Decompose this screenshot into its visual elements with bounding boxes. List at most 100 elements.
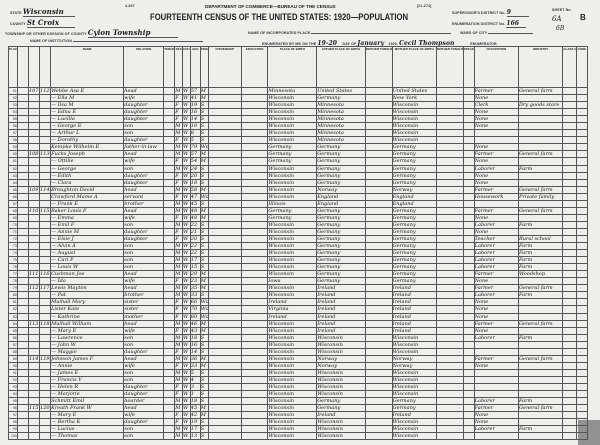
father-birthplace: Ireland	[316, 284, 366, 293]
father-birthplace: Germany	[316, 171, 366, 180]
occupation: None	[473, 213, 520, 222]
birthplace: Minnesota	[267, 86, 318, 96]
father-tongue	[364, 115, 393, 124]
mother-tongue	[435, 277, 464, 286]
marital-status: Wd	[199, 143, 209, 152]
table-row: 95 Schmitt Emil boarder M W 18 S Wisconsin Germa…	[8, 397, 589, 406]
speaks-english	[462, 227, 475, 236]
column-header: RELATION	[123, 46, 165, 88]
family-number: 117	[39, 284, 52, 293]
education	[240, 150, 269, 159]
sex: M	[174, 129, 184, 138]
column-header: SPEAK ENGLISH	[462, 46, 475, 88]
street	[16, 375, 29, 384]
relation: boarder	[123, 397, 165, 406]
relation: wife	[123, 277, 165, 286]
citizenship	[207, 249, 242, 258]
speaks-english	[462, 185, 475, 194]
tenure	[163, 270, 176, 279]
father-birthplace: Germany	[316, 150, 366, 159]
street	[16, 185, 29, 194]
column-header: SEX	[174, 46, 184, 88]
marital-status: S	[199, 115, 209, 124]
education	[240, 94, 269, 103]
institution-label: NAME OF INSTITUTION	[30, 38, 204, 43]
tenure	[163, 312, 176, 321]
street	[16, 291, 29, 300]
father-birthplace: Wisconsin	[316, 340, 366, 349]
race: W	[182, 86, 191, 96]
mother-tongue	[435, 206, 464, 215]
table-row: 94— Marjorie daughter F W 1 S Wisconsin Wiscons…	[8, 390, 589, 399]
age: 45	[189, 404, 201, 413]
age: 5	[189, 368, 201, 377]
sex: M	[174, 319, 184, 328]
race: W	[182, 418, 191, 427]
dwelling-number	[27, 312, 41, 321]
line-number: 70	[8, 220, 18, 229]
marital-status: S	[199, 418, 209, 427]
birthplace: Wisconsin	[267, 171, 318, 180]
person-name: — Mary E	[50, 326, 125, 335]
occupation: Laborer	[473, 242, 520, 251]
marital-status: M	[199, 94, 209, 103]
mother-birthplace: Wisconsin	[391, 375, 437, 384]
sex: M	[174, 122, 184, 131]
race: W	[182, 206, 191, 215]
father-birthplace: Wisconsin	[316, 382, 366, 392]
tenure	[163, 291, 176, 300]
birthplace: Illinois	[267, 199, 318, 208]
mother-birthplace: Germany	[391, 143, 437, 152]
code	[575, 185, 589, 194]
class-of-worker	[562, 227, 577, 236]
family-number	[39, 242, 52, 251]
sex: F	[174, 192, 184, 201]
industry	[517, 368, 564, 377]
age: 4	[189, 375, 201, 384]
education	[240, 368, 269, 377]
speaks-english	[462, 256, 475, 265]
relation: son	[123, 249, 165, 258]
class-of-worker	[562, 143, 577, 152]
father-birthplace: Germany	[316, 143, 366, 152]
occupation	[473, 347, 520, 356]
father-birthplace: Wisconsin	[316, 333, 366, 342]
mother-tongue	[435, 227, 464, 236]
age: 66	[189, 298, 201, 307]
tenure	[163, 143, 176, 152]
citizenship	[207, 242, 242, 251]
father-birthplace: Ireland	[316, 305, 366, 314]
age: 33	[189, 361, 201, 370]
sex: F	[174, 277, 184, 286]
marital-status: M	[199, 270, 209, 279]
education	[240, 263, 269, 272]
street	[16, 220, 29, 229]
line-number: 74	[8, 249, 18, 258]
code	[575, 382, 589, 392]
code	[575, 347, 589, 356]
mother-birthplace: United States	[391, 86, 437, 96]
family-number	[39, 298, 52, 307]
father-birthplace: Wisconsin	[316, 418, 366, 427]
birthplace: Germany	[267, 143, 318, 152]
line-number: 87	[8, 340, 18, 349]
mother-tongue	[435, 256, 464, 265]
marital-status: M	[199, 404, 209, 413]
race: W	[182, 326, 191, 335]
marital-status: S	[199, 432, 209, 441]
street	[16, 157, 29, 166]
street	[16, 256, 29, 265]
street	[16, 298, 29, 307]
marital-status: S	[199, 164, 209, 173]
table-row: 77 111 116 Cushman Joe head M W 29 M Wisconsin Ger…	[8, 270, 589, 279]
tenure	[163, 425, 176, 434]
sex: F	[174, 382, 184, 392]
citizenship	[207, 178, 242, 187]
speaks-english	[462, 249, 475, 258]
sex: M	[174, 150, 184, 159]
family-number	[39, 136, 52, 145]
mother-tongue	[435, 94, 464, 103]
family-number	[39, 432, 52, 441]
line-number: 72	[8, 234, 18, 244]
